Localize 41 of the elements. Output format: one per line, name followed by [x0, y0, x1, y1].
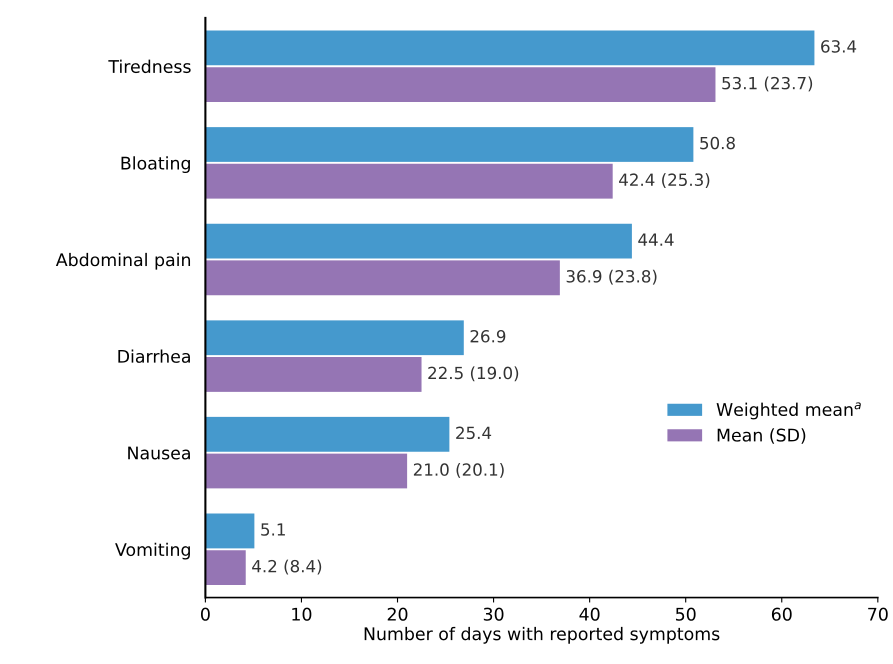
- bar: [205, 67, 716, 102]
- y-tick-label: Bloating: [122, 156, 190, 174]
- x-tick-label: 0: [201, 608, 210, 621]
- bar: [205, 320, 464, 356]
- x-tick-label: 60: [772, 608, 792, 621]
- legend-label: Mean (SD): [718, 428, 806, 444]
- x-tick-label: 30: [484, 608, 504, 621]
- data-label: 63.4: [821, 40, 856, 53]
- x-tick-label: 20: [388, 608, 408, 621]
- data-label: 44.4: [638, 234, 674, 246]
- bar: [205, 260, 560, 296]
- y-tick-label: Tiredness: [108, 60, 191, 74]
- x-axis-title: Number of days with reported symptoms: [364, 626, 720, 644]
- bar: [205, 127, 694, 162]
- data-label: 26.9: [470, 330, 506, 343]
- data-label: 42.4 (25.3): [619, 173, 710, 188]
- data-label: 36.9 (23.8): [566, 270, 656, 285]
- bar: [205, 357, 422, 392]
- x-tick-label: 70: [868, 608, 888, 621]
- bar: [205, 550, 246, 586]
- y-tick-label: Abdominal pain: [56, 252, 190, 270]
- data-label: 5.1: [261, 523, 285, 536]
- bar: [205, 454, 408, 488]
- bar: [205, 224, 632, 258]
- legend-label: Weighted mean$^{a}$: [716, 402, 861, 420]
- y-tick-label: Nausea: [128, 446, 190, 460]
- data-label: 22.5 (19.0): [428, 366, 518, 382]
- bar: [205, 164, 613, 199]
- data-label: 53.1 (23.7): [722, 76, 812, 92]
- data-label: 25.4: [456, 426, 492, 440]
- data-label: 4.2 (8.4): [252, 560, 322, 574]
- x-tick-label: 50: [676, 608, 696, 621]
- y-tick-label: Diarrhea: [118, 349, 190, 363]
- y-tick-label: Vomiting: [115, 542, 190, 560]
- bar: [205, 416, 450, 452]
- data-label: 21.0 (20.1): [414, 462, 504, 478]
- data-label: 50.8: [700, 136, 735, 150]
- bar: [205, 30, 814, 66]
- x-tick-label: 10: [292, 608, 312, 621]
- x-tick-label: 40: [579, 608, 600, 621]
- bar: [205, 514, 254, 548]
